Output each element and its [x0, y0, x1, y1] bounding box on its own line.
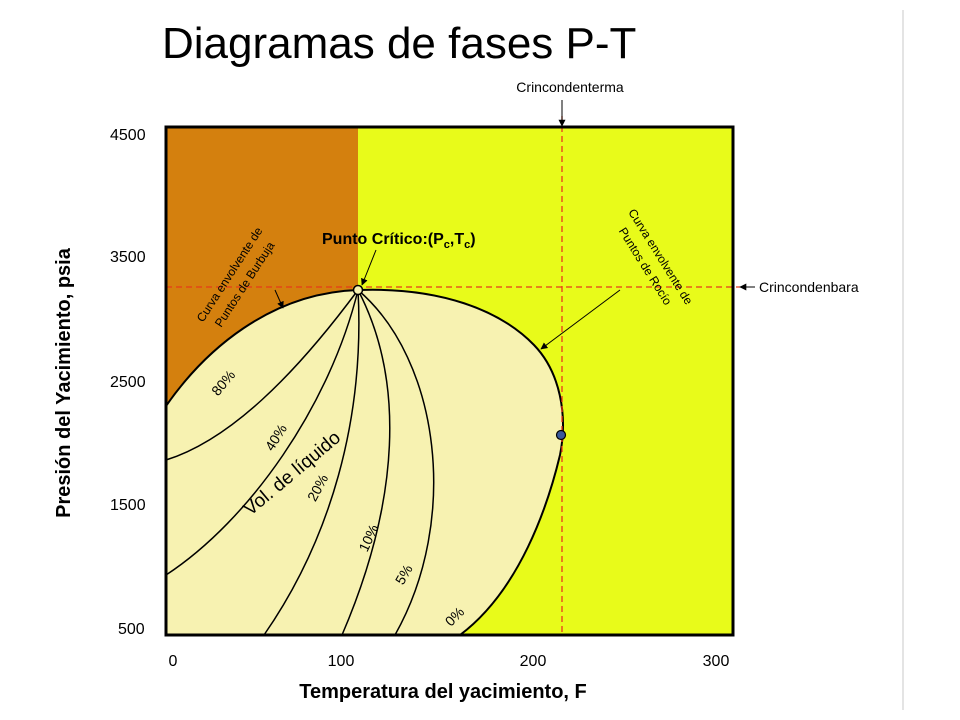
slide-title: Diagramas de fases P-T: [162, 19, 636, 68]
cricondentherm-label: Crincondenterma: [516, 79, 624, 95]
y-axis-title: Presión del Yacimiento, psia: [53, 247, 75, 518]
two-phase-envelope: [165, 288, 564, 636]
x-tick-100: 100: [328, 653, 355, 670]
x-tick-0: 0: [169, 653, 178, 670]
y-tick-4500: 4500: [110, 127, 146, 144]
y-tick-2500: 2500: [110, 374, 146, 391]
quality-line-5: [357, 289, 435, 636]
y-tick-1500: 1500: [110, 497, 146, 514]
y-tick-500: 500: [118, 621, 145, 638]
x-tick-200: 200: [520, 653, 547, 670]
critical-point-arrow: [361, 249, 377, 286]
quality-line-10: [341, 289, 391, 636]
cricondenbar-label: Crincondenbara: [759, 279, 859, 295]
critical-point-marker: [352, 284, 364, 296]
quality-line-80: [165, 289, 359, 461]
y-tick-3500: 3500: [110, 249, 146, 266]
plot-frame: [164, 125, 735, 637]
x-tick-300: 300: [703, 653, 730, 670]
x-axis-title: Temperatura del yacimiento, F: [299, 681, 587, 703]
quality-line-40: [165, 289, 359, 576]
critical-point-label: Punto Crítico:(Pc,Tc): [322, 231, 476, 251]
quality-line-20: [263, 289, 360, 636]
quality-lines: [165, 289, 435, 636]
bubble-curve-arrow: [274, 289, 284, 309]
cricondentherm-point-marker: [555, 429, 567, 441]
dew-curve-arrow: [540, 289, 621, 350]
